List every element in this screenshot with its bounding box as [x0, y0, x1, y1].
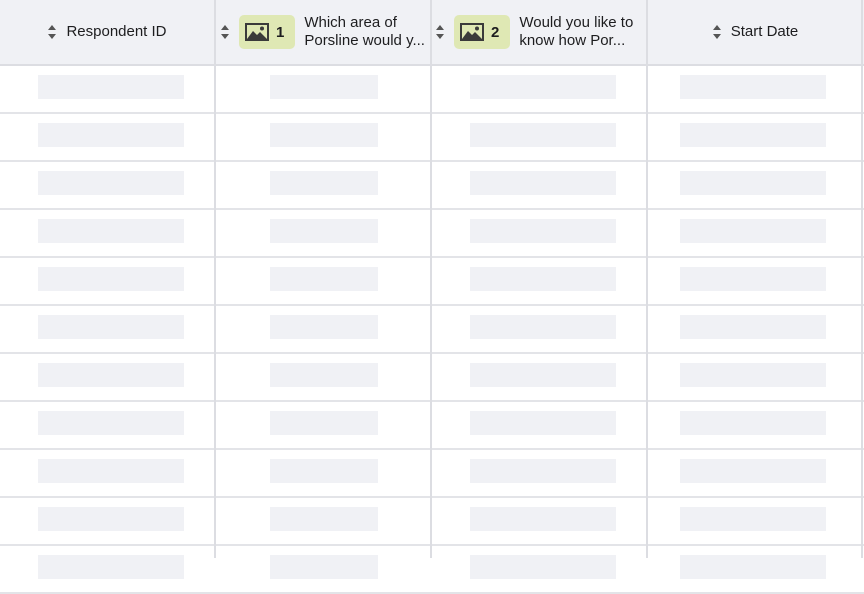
loading-placeholder	[470, 507, 616, 531]
loading-placeholder	[270, 459, 378, 483]
column-header-start-date[interactable]: Start Date	[649, 0, 862, 64]
column-divider[interactable]	[861, 0, 863, 558]
loading-placeholder	[470, 267, 616, 291]
loading-placeholder	[270, 267, 378, 291]
loading-placeholder	[270, 363, 378, 387]
loading-placeholder	[470, 411, 616, 435]
loading-placeholder	[680, 459, 826, 483]
table-row[interactable]	[0, 114, 864, 162]
loading-placeholder	[270, 219, 378, 243]
image-icon	[460, 23, 484, 41]
table-header: Respondent ID 1 Which area of Porsline wo…	[0, 0, 864, 66]
loading-placeholder	[270, 315, 378, 339]
table-row[interactable]	[0, 306, 864, 354]
sort-icon[interactable]	[48, 24, 57, 40]
loading-placeholder	[270, 75, 378, 99]
loading-placeholder	[38, 171, 184, 195]
loading-placeholder	[38, 411, 184, 435]
table-row[interactable]	[0, 354, 864, 402]
column-label: Which area of Porsline would y...	[304, 14, 425, 49]
sort-icon[interactable]	[221, 24, 230, 40]
loading-placeholder	[270, 123, 378, 147]
image-icon	[245, 23, 269, 41]
loading-placeholder	[680, 363, 826, 387]
loading-placeholder	[470, 171, 616, 195]
loading-placeholder	[38, 459, 184, 483]
column-divider[interactable]	[646, 0, 648, 558]
loading-placeholder	[470, 123, 616, 147]
table-row[interactable]	[0, 498, 864, 546]
loading-placeholder	[38, 219, 184, 243]
sort-icon[interactable]	[712, 24, 722, 40]
sort-icon[interactable]	[436, 24, 445, 40]
loading-placeholder	[470, 555, 616, 579]
loading-placeholder	[680, 315, 826, 339]
loading-placeholder	[470, 219, 616, 243]
loading-placeholder	[38, 267, 184, 291]
table-row[interactable]	[0, 258, 864, 306]
column-divider[interactable]	[430, 0, 432, 558]
question-badge: 1	[239, 15, 296, 49]
loading-placeholder	[680, 555, 826, 579]
loading-placeholder	[38, 363, 184, 387]
table-row[interactable]	[0, 66, 864, 114]
loading-placeholder	[680, 171, 826, 195]
loading-placeholder	[680, 267, 826, 291]
column-header-question-1[interactable]: 1 Which area of Porsline would y...	[217, 0, 431, 64]
question-number: 2	[491, 23, 500, 41]
loading-placeholder	[38, 315, 184, 339]
loading-placeholder	[38, 507, 184, 531]
question-number: 1	[276, 23, 285, 41]
column-header-question-2[interactable]: 2 Would you like to know how Por...	[433, 0, 647, 64]
column-label: Respondent ID	[66, 23, 167, 40]
loading-placeholder	[470, 315, 616, 339]
table-row[interactable]	[0, 210, 864, 258]
loading-placeholder	[470, 459, 616, 483]
column-label: Would you like to know how Por...	[519, 14, 634, 49]
loading-placeholder	[680, 507, 826, 531]
loading-placeholder	[470, 363, 616, 387]
loading-placeholder	[270, 411, 378, 435]
loading-placeholder	[38, 123, 184, 147]
table-row[interactable]	[0, 450, 864, 498]
loading-placeholder	[470, 75, 616, 99]
table-row[interactable]	[0, 546, 864, 594]
table-row[interactable]	[0, 402, 864, 450]
loading-placeholder	[680, 123, 826, 147]
loading-placeholder	[270, 171, 378, 195]
table-row[interactable]	[0, 162, 864, 210]
loading-placeholder	[38, 555, 184, 579]
loading-placeholder	[270, 507, 378, 531]
loading-placeholder	[38, 75, 184, 99]
column-divider[interactable]	[214, 0, 216, 558]
question-badge: 2	[454, 15, 511, 49]
loading-placeholder	[680, 411, 826, 435]
column-label: Start Date	[730, 23, 799, 40]
column-header-respondent-id[interactable]: Respondent ID	[0, 0, 215, 64]
loading-placeholder	[270, 555, 378, 579]
loading-placeholder	[680, 75, 826, 99]
loading-placeholder	[680, 219, 826, 243]
